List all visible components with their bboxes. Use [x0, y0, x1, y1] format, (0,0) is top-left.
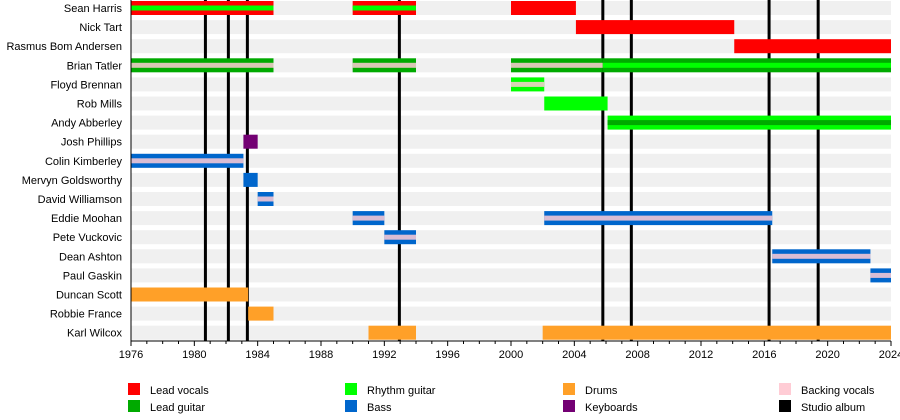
legend-label-rhythm-guitar: Rhythm guitar	[367, 385, 436, 397]
x-tick-label: 2008	[625, 349, 649, 361]
member-label: Andy Abberley	[51, 118, 122, 130]
row-background	[131, 39, 891, 54]
member-label: Pete Vuckovic	[53, 232, 123, 244]
member-bar-lead-vocals	[511, 1, 576, 15]
legend-label-backing-vocals: Backing vocals	[801, 385, 875, 397]
member-label: Colin Kimberley	[45, 156, 123, 168]
legend-label-lead-vocals: Lead vocals	[150, 385, 209, 397]
row-background	[131, 287, 891, 302]
member-bar-stripe-backing-vocals	[131, 158, 244, 164]
studio-album-line	[629, 0, 633, 341]
member-bar-keyboards	[243, 134, 258, 149]
member-bar-drums	[131, 287, 249, 302]
x-tick-label: 2020	[815, 349, 839, 361]
member-label: Josh Phillips	[61, 137, 123, 149]
legend-swatch-rhythm-guitar	[345, 383, 357, 395]
row-background	[131, 96, 891, 111]
studio-album-line	[245, 0, 249, 341]
row-background	[131, 134, 891, 149]
row-background	[131, 211, 891, 226]
x-tick-label: 1980	[182, 349, 206, 361]
studio-album-line	[397, 0, 401, 341]
row-background	[131, 153, 891, 168]
member-bar-stripe-backing-vocals	[257, 196, 274, 202]
member-label: Rasmus Bom Andersen	[6, 41, 122, 53]
member-bar-drums	[248, 306, 274, 321]
member-bar-stripe-rhythm-guitar	[352, 5, 416, 11]
member-bar-stripe-backing-vocals	[131, 62, 274, 68]
legend-swatch-lead-vocals	[128, 383, 140, 395]
member-bar-drums	[542, 325, 891, 340]
x-tick-label: 1984	[245, 349, 269, 361]
member-label: Paul Gaskin	[63, 270, 122, 282]
member-label: Nick Tart	[79, 22, 122, 34]
legend-label-lead-guitar: Lead guitar	[150, 402, 205, 414]
row-background	[131, 20, 891, 35]
x-tick-label: 1976	[119, 349, 143, 361]
member-bar-stripe-lead-guitar	[607, 120, 891, 126]
x-tick-label: 2000	[499, 349, 523, 361]
member-bar-stripe-rhythm-guitar	[131, 5, 274, 11]
member-label: Rob Mills	[77, 99, 123, 111]
legend-swatch-keyboards	[563, 400, 575, 412]
member-label: Eddie Moohan	[51, 213, 122, 225]
studio-album-line	[816, 0, 820, 341]
legend-label-bass: Bass	[367, 402, 392, 414]
member-bar-stripe-backing-vocals	[352, 215, 385, 221]
legend-swatch-drums	[563, 383, 575, 395]
x-tick-label: 2024	[879, 349, 900, 361]
legend-swatch-backing-vocals	[779, 383, 791, 395]
member-bar-stripe-rhythm-guitar	[602, 62, 891, 68]
member-bar-stripe-backing-vocals	[544, 215, 773, 221]
row-background	[131, 172, 891, 187]
member-bar-lead-vocals	[734, 39, 891, 54]
member-bar-stripe-backing-vocals	[511, 62, 603, 68]
member-bar-stripe-backing-vocals	[870, 272, 891, 278]
legend-swatch-studio-album	[779, 400, 791, 412]
member-label: Duncan Scott	[56, 290, 122, 302]
member-label: Brian Tatler	[67, 60, 123, 72]
row-background	[131, 230, 891, 245]
member-bar-rhythm-guitar	[544, 96, 608, 111]
x-tick-label: 1992	[372, 349, 396, 361]
member-bar-stripe-backing-vocals	[384, 234, 416, 240]
member-label: Mervyn Goldsworthy	[22, 175, 123, 187]
studio-album-line	[203, 0, 207, 341]
member-label: Robbie France	[50, 309, 122, 321]
member-label: Sean Harris	[64, 3, 123, 15]
studio-album-line	[767, 0, 771, 341]
legend-label-drums: Drums	[585, 385, 618, 397]
member-bar-lead-vocals	[575, 20, 735, 35]
legend-swatch-bass	[345, 400, 357, 412]
row-background	[131, 192, 891, 206]
x-tick-label: 2004	[562, 349, 586, 361]
x-tick-label: 2016	[752, 349, 776, 361]
legend-label-keyboards: Keyboards	[585, 402, 638, 414]
member-label: Floyd Brennan	[50, 79, 122, 91]
x-tick-label: 2012	[689, 349, 713, 361]
legend-label-studio-album: Studio album	[801, 402, 865, 414]
x-tick-label: 1996	[435, 349, 459, 361]
member-label: Dean Ashton	[59, 251, 122, 263]
member-label: David Williamson	[38, 194, 122, 206]
member-bar-stripe-backing-vocals	[772, 253, 871, 259]
member-bar-stripe-backing-vocals	[352, 62, 416, 68]
member-bar-stripe-backing-vocals	[511, 81, 545, 87]
studio-album-line	[601, 0, 605, 341]
row-background	[131, 306, 891, 321]
studio-album-line	[226, 0, 230, 341]
row-background	[131, 268, 891, 283]
member-bar-drums	[368, 325, 416, 340]
member-label: Karl Wilcox	[67, 328, 123, 340]
x-tick-label: 1988	[309, 349, 333, 361]
legend-swatch-lead-guitar	[128, 400, 140, 412]
member-bar-bass	[243, 172, 258, 187]
row-background	[131, 249, 891, 264]
